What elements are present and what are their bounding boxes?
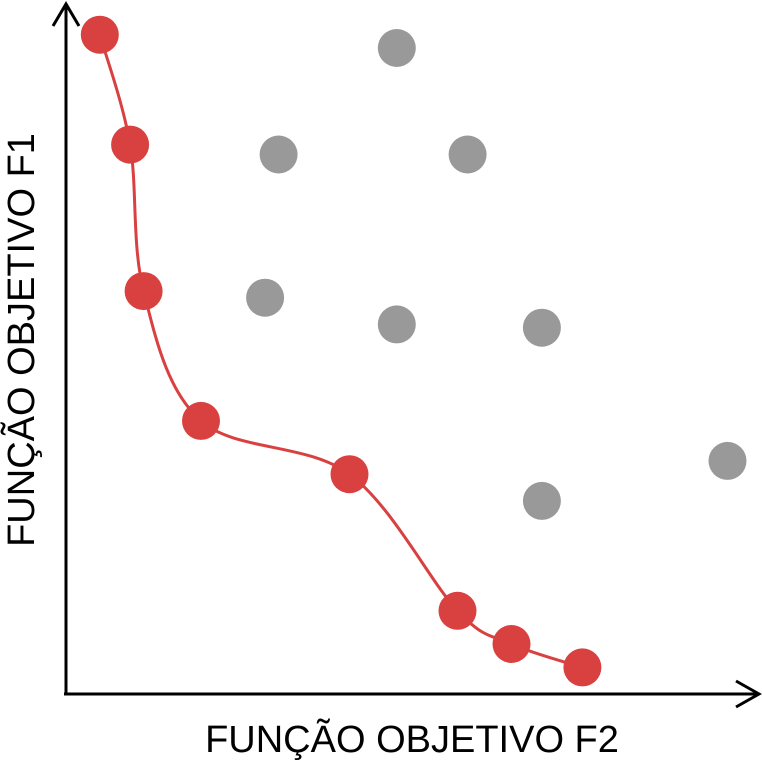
pareto-point-7 xyxy=(492,625,531,663)
chart-marks xyxy=(80,15,747,687)
dominated-point-7 xyxy=(708,441,747,480)
dominated-point-3 xyxy=(448,135,487,174)
dominated-point-5 xyxy=(377,305,416,344)
x-axis-arrowhead xyxy=(735,679,762,709)
dominated-point-1 xyxy=(377,29,416,67)
pareto-point-3 xyxy=(124,272,163,311)
pareto-point-6 xyxy=(438,591,477,630)
pareto-point-1 xyxy=(80,15,119,54)
pareto-point-5 xyxy=(330,455,369,494)
dominated-point-4 xyxy=(246,278,285,317)
x-axis-label: FUNÇÃO OBJETIVO F2 xyxy=(205,718,619,761)
pareto-point-8 xyxy=(563,648,602,687)
pareto-front-line xyxy=(98,34,583,669)
dominated-point-6 xyxy=(522,308,561,347)
axes xyxy=(51,1,762,709)
y-axis-label: FUNÇÃO OBJETIVO F1 xyxy=(0,133,43,547)
dominated-point-2 xyxy=(259,135,298,174)
pareto-point-4 xyxy=(182,401,220,440)
dominated-point-8 xyxy=(522,481,561,520)
pareto-point-2 xyxy=(111,125,150,164)
y-axis-arrowhead xyxy=(51,1,81,27)
